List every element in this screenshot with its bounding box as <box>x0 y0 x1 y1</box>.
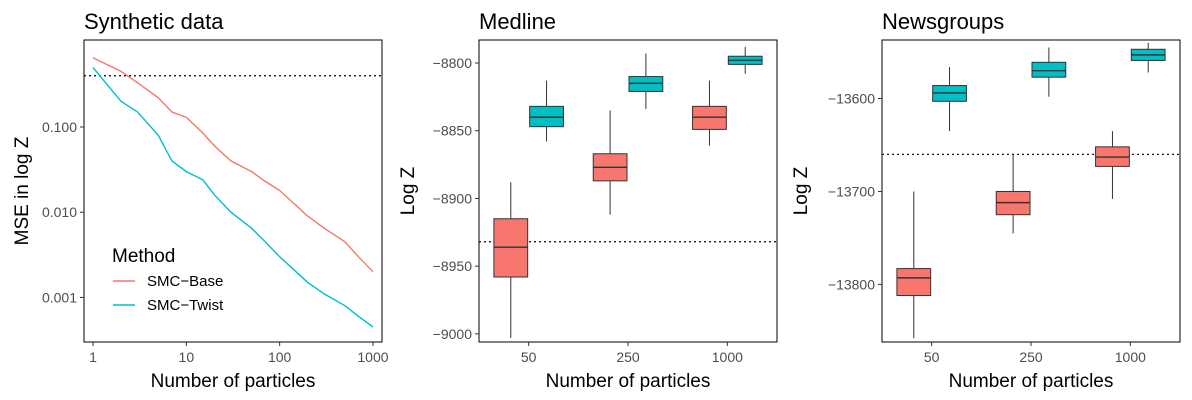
plot-frame <box>881 39 1181 343</box>
x-tick-label: 1000 <box>1115 349 1146 365</box>
legend-label: SMC−Twist <box>147 297 224 314</box>
y-axis-title: Log Z <box>791 166 812 215</box>
box <box>628 53 664 110</box>
box <box>529 80 564 142</box>
series-line <box>92 67 374 328</box>
panel-newsgroups: Newsgroups −13800 −13700 −13600 50 250 1000Nu… <box>791 9 1181 392</box>
x-axis-title: Number of particles <box>949 371 1114 392</box>
x-axis-title: Number of particles <box>546 371 711 392</box>
box <box>896 191 932 339</box>
box-body <box>896 268 932 297</box>
y-tick-label: −8800 <box>433 55 473 71</box>
y-tick-label: −8900 <box>433 190 473 206</box>
panel-medline: Medline −9000 −8950 −8900 −8850 −8800 50 250 10… <box>398 9 778 392</box>
box <box>727 46 763 74</box>
legend-label: SMC−Base <box>147 273 223 290</box>
legend: Method SMC−Base SMC−Twist <box>112 246 224 314</box>
panel-title-medline: Medline <box>479 9 556 34</box>
box <box>932 66 967 132</box>
box <box>493 182 529 338</box>
y-axis-title: MSE in log Z <box>12 136 33 245</box>
x-tick-label: 250 <box>616 349 640 365</box>
plot-frame <box>478 39 778 343</box>
box <box>1031 47 1067 97</box>
box <box>592 110 628 215</box>
box-body <box>1031 61 1067 78</box>
x-tick-label: 1000 <box>357 349 388 365</box>
x-axis-title: Number of particles <box>151 371 316 392</box>
box <box>1095 131 1130 199</box>
x-tick-label: 50 <box>521 349 537 365</box>
panel-title-newsgroups: Newsgroups <box>882 9 1004 34</box>
y-tick-label: −13700 <box>828 183 875 199</box>
y-tick-label: 0.100 <box>42 119 77 135</box>
y-tick-label: −8950 <box>433 258 473 274</box>
y-tick-label: 0.001 <box>42 289 77 305</box>
plot-frame <box>83 39 383 343</box>
x-tick-label: 1000 <box>712 349 743 365</box>
x-tick-label: 10 <box>179 349 195 365</box>
x-tick-label: 250 <box>1019 349 1043 365</box>
x-tick-label: 100 <box>268 349 292 365</box>
panel-synthetic: Synthetic data 0.001 0.010 0.100 1 10 100 1000… <box>12 9 389 392</box>
box <box>995 154 1031 234</box>
y-tick-label: −13800 <box>828 276 875 292</box>
y-tick-label: −13600 <box>828 91 875 107</box>
y-tick-label: −8850 <box>433 123 473 139</box>
x-tick-label: 50 <box>924 349 940 365</box>
box <box>692 80 727 146</box>
legend-title: Method <box>112 246 175 267</box>
box <box>1130 42 1166 73</box>
y-tick-label: 0.010 <box>42 204 77 220</box>
panel-title-synthetic: Synthetic data <box>84 9 224 34</box>
series-line <box>92 57 374 273</box>
y-axis-title: Log Z <box>398 166 419 215</box>
x-tick-label: 1 <box>89 349 97 365</box>
y-tick-label: −9000 <box>433 326 473 342</box>
